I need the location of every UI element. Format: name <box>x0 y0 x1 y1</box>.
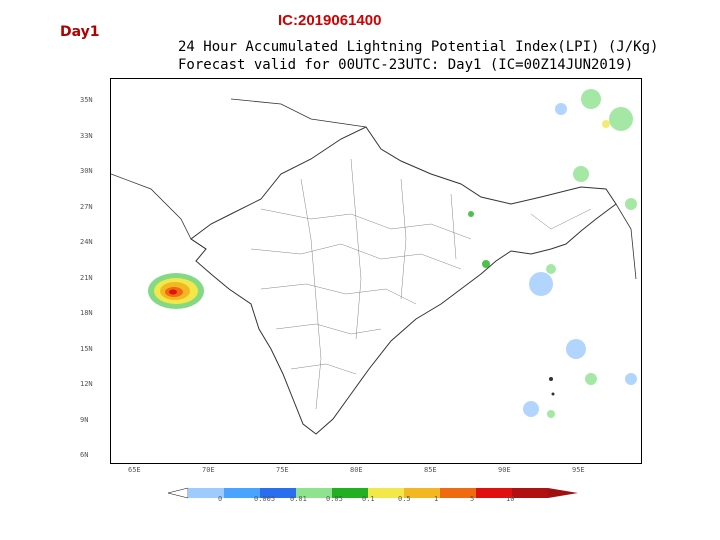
lat-tick-label: 21N <box>80 273 93 282</box>
colorbar-segment <box>224 488 260 498</box>
legend-colorbar <box>168 487 578 499</box>
legend-tick-label: 0.01 <box>290 495 307 503</box>
legend-tick-label: 0 <box>218 495 223 503</box>
legend-tick-label: 1 <box>434 495 439 503</box>
ic-label: IC:2019061400 <box>278 12 382 29</box>
legend-tick-label: 5 <box>470 495 475 503</box>
day-label: Day1 <box>60 24 100 40</box>
lat-tick-label: 24N <box>80 238 93 246</box>
lpi-cyclone-blob <box>148 273 204 309</box>
colorbar-segment <box>368 488 404 498</box>
district-lines <box>250 158 592 410</box>
lon-tick-label: 75E <box>276 466 289 474</box>
country-outline <box>190 126 617 435</box>
colorbar-segment <box>512 488 548 498</box>
andaman-islands-2 <box>551 392 555 396</box>
colorbar-segment <box>188 488 224 498</box>
colorbar-segment <box>332 488 368 498</box>
colorbar-segment <box>296 488 332 498</box>
colorbar-right-arrow <box>548 488 578 498</box>
map-svg <box>111 89 637 435</box>
legend-tick-label: 0.1 <box>362 495 375 503</box>
legend-tick-label: 10 <box>506 495 515 503</box>
lon-tick-label: 85E <box>424 466 437 474</box>
title-line-1: 24 Hour Accumulated Lightning Potential … <box>178 39 659 55</box>
eastern-border <box>615 203 637 280</box>
colorbar-segment <box>440 488 476 498</box>
lon-tick-label: 65E <box>128 466 141 474</box>
lat-tick-label: 30N <box>80 167 93 175</box>
andaman-islands <box>549 377 553 381</box>
lat-tick-label: 9N <box>80 415 89 424</box>
lat-tick-label: 15N <box>80 344 93 353</box>
lpi-scatter <box>468 89 637 418</box>
lat-tick-label: 33N <box>80 131 93 140</box>
lon-tick-label: 70E <box>202 466 215 474</box>
lon-tick-label: 80E <box>350 466 363 474</box>
western-border <box>111 173 207 250</box>
lat-tick-label: 18N <box>80 309 93 317</box>
lon-tick-label: 90E <box>498 466 511 474</box>
colorbar-segment <box>260 488 296 498</box>
lat-tick-label: 35N <box>80 96 93 104</box>
map-panel <box>110 78 642 464</box>
colorbar-segment <box>476 488 512 498</box>
legend-tick-label: 0.5 <box>398 495 411 503</box>
legend-tick-label: 0.005 <box>254 495 276 503</box>
lat-tick-label: 12N <box>80 380 93 388</box>
map-title: 24 Hour Accumulated Lightning Potential … <box>178 38 658 74</box>
lon-tick-label: 95E <box>572 466 585 474</box>
northern-border <box>230 98 367 128</box>
lat-tick-label: 27N <box>80 202 93 211</box>
lat-tick-label: 6N <box>80 451 89 459</box>
colorbar-left-arrow <box>168 487 189 499</box>
colorbar-segment <box>404 488 440 498</box>
legend-tick-label: 0.05 <box>326 495 343 503</box>
title-line-2: Forecast valid for 00UTC-23UTC: Day1 (IC… <box>178 57 634 73</box>
